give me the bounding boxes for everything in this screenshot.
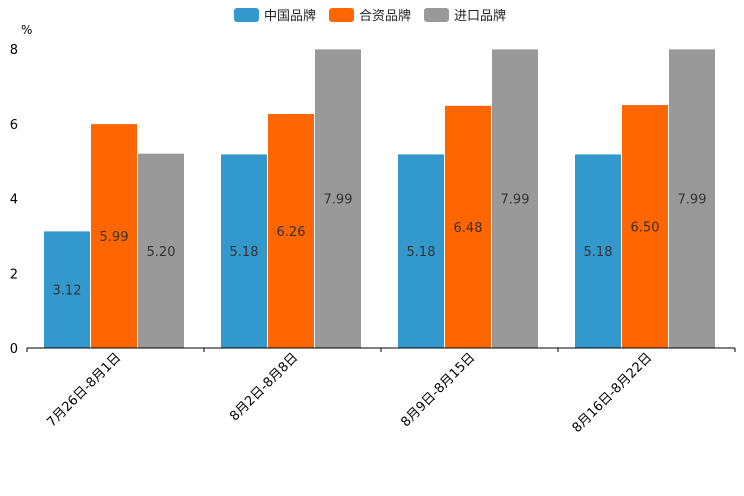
y-tick-label: 2 [10,267,18,282]
data-label: 5.18 [584,245,613,260]
legend-swatch [234,8,259,22]
legend-swatch [424,8,449,22]
data-label: 5.18 [407,245,436,260]
legend-item[interactable]: 合资品牌 [329,8,411,24]
bar [315,49,361,348]
x-tick-label: 8月9日-8月15日 [398,350,478,430]
x-tick-label: 7月26日-8月1日 [44,350,124,430]
y-tick-label: 4 [10,193,18,208]
legend-item[interactable]: 进口品牌 [424,8,506,24]
bar [221,154,267,348]
x-axis: 7月26日-8月1日 8月2日-8月8日 8月9日-8月15日 8月16日-8月22日 [26,348,736,436]
data-label: 5.20 [147,245,176,260]
legend-label: 进口品牌 [454,8,506,24]
bar [44,231,90,348]
legend-label: 合资品牌 [359,8,411,24]
bar [492,49,538,348]
y-tick-label: 0 [10,342,18,357]
bar [575,154,621,348]
legend-item[interactable]: 中国品牌 [234,8,316,24]
bar [91,124,137,348]
bar [622,105,668,348]
y-tick-label: 8 [10,43,18,58]
bar [268,114,314,348]
data-label: 7.99 [324,193,353,208]
y-axis-unit-label: % [21,23,32,37]
data-labels: 3.12 5.99 5.20 5.18 6.26 7.99 5.18 6.48 7.99 5.18… [53,193,707,299]
data-label: 5.99 [100,230,129,245]
bar [669,49,715,348]
legend-swatch [329,8,354,22]
bars [44,49,715,348]
y-tick-label: 6 [10,118,18,133]
legend: 中国品牌 合资品牌 进口品牌 [234,8,506,24]
bar [138,153,184,348]
data-label: 5.18 [230,245,259,260]
data-label: 6.26 [277,225,306,240]
legend-label: 中国品牌 [264,8,316,24]
bar [445,105,491,348]
bar [398,154,444,348]
x-tick-label: 8月16日-8月22日 [570,350,656,436]
data-label: 3.12 [53,284,82,299]
data-label: 7.99 [678,193,707,208]
y-axis: 0 2 4 6 8 [10,43,18,357]
data-label: 6.48 [454,221,483,236]
x-tick-label: 8月2日-8月8日 [227,350,301,424]
data-label: 7.99 [501,193,530,208]
data-label: 6.50 [631,221,660,236]
